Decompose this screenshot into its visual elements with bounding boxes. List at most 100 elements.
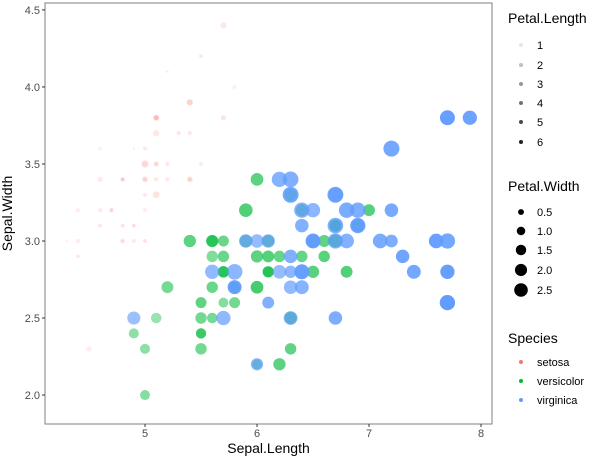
point-virginica (428, 233, 444, 249)
point-setosa (220, 22, 227, 29)
point-setosa (199, 161, 204, 166)
point-setosa (120, 177, 125, 182)
point-virginica (205, 264, 220, 279)
point-virginica (250, 358, 264, 371)
point-versicolor (206, 250, 218, 263)
point-versicolor (239, 203, 253, 217)
point-virginica (283, 311, 298, 325)
x-tick-label: 6 (254, 428, 260, 440)
point-virginica (328, 311, 343, 325)
point-virginica (239, 234, 253, 248)
point-versicolor (218, 297, 229, 308)
point-virginica (250, 234, 264, 248)
point-versicolor (217, 235, 229, 247)
x-tick-label: 5 (142, 428, 148, 440)
point-virginica (395, 249, 410, 264)
legend-species: Species setosa versicolor virginica (508, 330, 584, 407)
point-setosa (132, 224, 136, 227)
point-setosa (143, 208, 148, 213)
point-virginica (294, 202, 310, 218)
point-versicolor (318, 235, 331, 247)
point-setosa (131, 223, 136, 228)
legend-label: 0.5 (537, 207, 552, 219)
point-setosa (187, 131, 192, 136)
point-virginica (383, 140, 400, 157)
point-setosa (120, 177, 125, 182)
point-virginica (271, 171, 288, 188)
point-setosa (143, 146, 148, 151)
legend-key (519, 140, 523, 144)
point-setosa (75, 238, 80, 244)
point-setosa (97, 176, 103, 182)
legend-petal-length: Petal.Length 1 2 3 4 5 6 (508, 10, 587, 149)
legend-key (519, 398, 523, 402)
point-versicolor (217, 250, 230, 263)
point-versicolor (363, 204, 375, 217)
x-tick-label: 8 (478, 428, 484, 440)
point-setosa (152, 191, 160, 199)
point-setosa (186, 99, 193, 106)
point-virginica (462, 110, 477, 125)
point-setosa (120, 223, 125, 228)
legend-label: 1.5 (537, 245, 552, 257)
point-versicolor (318, 250, 330, 263)
point-setosa (153, 161, 159, 167)
y-tick-label: 2.0 (25, 390, 40, 402)
plot-panel (44, 2, 493, 425)
point-virginica (338, 202, 355, 218)
point-setosa (187, 177, 192, 182)
legend-petal-width: Petal.Width 0.5 1.0 1.5 2.0 2.5 (508, 178, 580, 297)
point-setosa (154, 161, 159, 166)
point-setosa (75, 254, 80, 259)
point-virginica (350, 217, 366, 234)
point-setosa (165, 161, 170, 166)
legend-label: 3 (537, 79, 543, 91)
point-setosa (166, 70, 169, 73)
point-setosa (232, 84, 237, 89)
legend-key (519, 82, 523, 86)
point-setosa (86, 346, 92, 352)
legend-label: 5 (537, 117, 543, 129)
point-virginica (283, 280, 298, 294)
axes: 5 6 7 8 2.0 2.5 3.0 3.5 4.0 4.5 (25, 5, 484, 440)
legend-key (519, 63, 523, 67)
point-setosa (153, 114, 160, 121)
point-virginica (282, 186, 299, 203)
point-versicolor (195, 297, 207, 309)
point-setosa (176, 131, 181, 136)
points-layer (65, 22, 477, 401)
point-virginica (305, 203, 321, 218)
point-virginica (327, 233, 344, 249)
point-versicolor (196, 328, 207, 339)
point-versicolor (128, 328, 139, 339)
y-tick-label: 3.0 (25, 236, 40, 248)
point-versicolor (273, 250, 286, 263)
point-virginica (327, 186, 344, 203)
legend-label: 2.0 (537, 265, 552, 277)
point-versicolor (250, 250, 264, 263)
point-virginica (282, 171, 299, 188)
legend-key (514, 263, 528, 277)
point-virginica (295, 218, 309, 233)
point-setosa (109, 208, 114, 213)
legend-label: virginica (537, 395, 578, 407)
point-virginica (283, 249, 298, 264)
point-virginica (439, 294, 456, 311)
legend-label: 2.5 (537, 285, 552, 297)
point-setosa (98, 146, 103, 151)
point-setosa (220, 115, 226, 121)
legend-title: Species (508, 330, 558, 346)
point-setosa (154, 115, 159, 120)
point-versicolor (183, 234, 196, 248)
point-versicolor (195, 312, 207, 324)
point-setosa (98, 208, 103, 213)
legend-key (519, 101, 523, 105)
point-setosa (154, 177, 159, 182)
point-setosa (98, 223, 103, 228)
point-setosa (120, 238, 126, 244)
point-virginica (439, 233, 456, 249)
point-virginica (294, 264, 310, 280)
legend-key (515, 244, 527, 256)
point-virginica (262, 296, 275, 309)
point-versicolor (161, 281, 174, 294)
